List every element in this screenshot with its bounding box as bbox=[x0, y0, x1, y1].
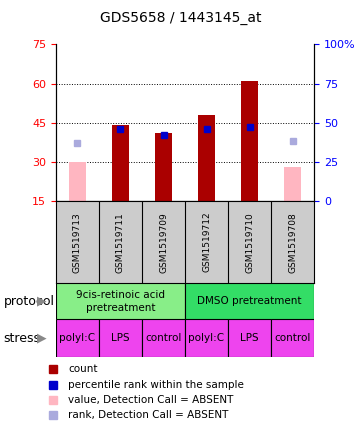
Text: control: control bbox=[274, 333, 311, 343]
Bar bbox=[142, 319, 185, 357]
Text: rank, Detection Call = ABSENT: rank, Detection Call = ABSENT bbox=[68, 410, 229, 420]
Text: ▶: ▶ bbox=[37, 295, 46, 308]
Text: GSM1519711: GSM1519711 bbox=[116, 212, 125, 272]
Bar bbox=[56, 319, 99, 357]
Bar bbox=[241, 81, 258, 201]
Bar bbox=[99, 319, 142, 357]
Text: GSM1519708: GSM1519708 bbox=[288, 212, 297, 272]
Bar bbox=[271, 319, 314, 357]
Text: polyI:C: polyI:C bbox=[60, 333, 96, 343]
Text: GSM1519710: GSM1519710 bbox=[245, 212, 254, 272]
Text: GSM1519709: GSM1519709 bbox=[159, 212, 168, 272]
Text: GDS5658 / 1443145_at: GDS5658 / 1443145_at bbox=[100, 11, 261, 25]
Text: count: count bbox=[68, 364, 98, 374]
Bar bbox=[185, 319, 228, 357]
Bar bbox=[228, 319, 271, 357]
Text: stress: stress bbox=[4, 332, 40, 345]
Bar bbox=[69, 162, 86, 201]
Text: ▶: ▶ bbox=[37, 332, 46, 345]
Bar bbox=[185, 283, 314, 319]
Bar bbox=[56, 283, 185, 319]
Text: LPS: LPS bbox=[240, 333, 259, 343]
Text: GSM1519713: GSM1519713 bbox=[73, 212, 82, 272]
Text: percentile rank within the sample: percentile rank within the sample bbox=[68, 380, 244, 390]
Bar bbox=[112, 125, 129, 201]
Bar bbox=[284, 167, 301, 201]
Text: polyI:C: polyI:C bbox=[188, 333, 225, 343]
Text: GSM1519712: GSM1519712 bbox=[202, 212, 211, 272]
Text: LPS: LPS bbox=[111, 333, 130, 343]
Text: DMSO pretreatment: DMSO pretreatment bbox=[197, 297, 302, 306]
Bar bbox=[198, 115, 215, 201]
Text: value, Detection Call = ABSENT: value, Detection Call = ABSENT bbox=[68, 395, 234, 405]
Text: protocol: protocol bbox=[4, 295, 55, 308]
Text: control: control bbox=[145, 333, 182, 343]
Text: 9cis-retinoic acid
pretreatment: 9cis-retinoic acid pretreatment bbox=[76, 290, 165, 313]
Bar bbox=[155, 133, 172, 201]
